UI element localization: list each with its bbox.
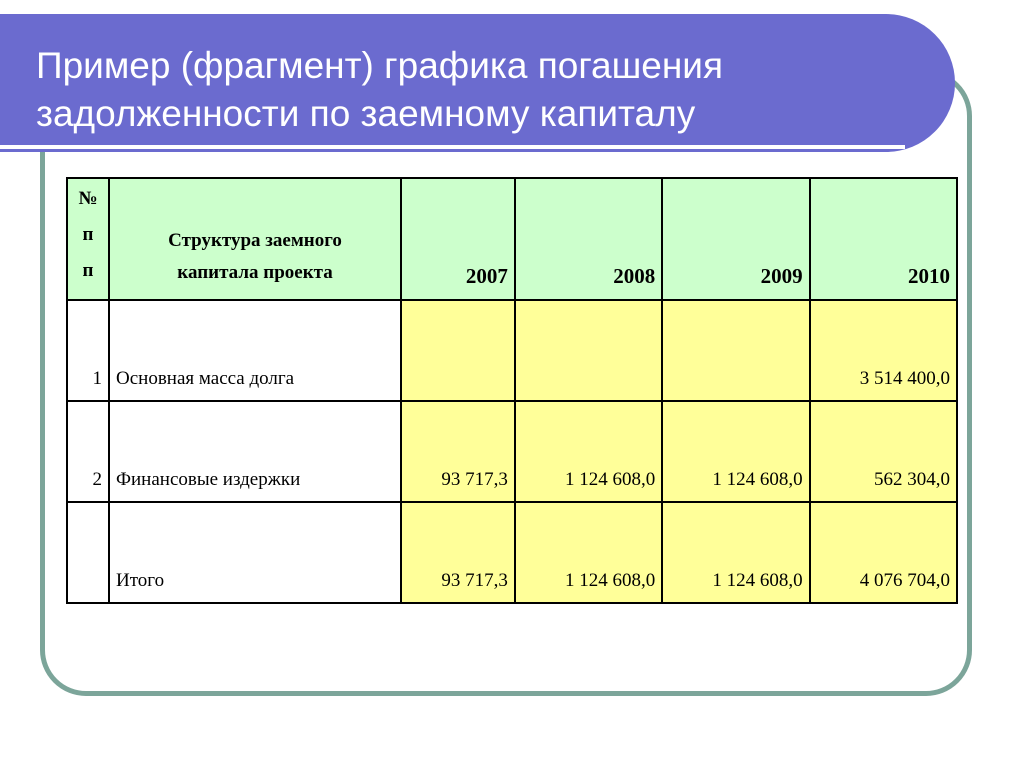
value-cell-2010: 4 076 704,0 xyxy=(808,501,959,604)
header-number-p2: п xyxy=(82,260,94,281)
row-label: Итого xyxy=(108,501,402,604)
title-underline xyxy=(0,145,905,149)
row-label: Основная масса долга xyxy=(108,299,402,402)
value-cell-2009: 1 124 608,0 xyxy=(661,400,811,503)
value-cell-2008 xyxy=(513,299,664,402)
row-label: Финансовые издержки xyxy=(108,400,402,503)
title-banner: Пример (фрагмент) графика погашения задо… xyxy=(0,14,955,152)
value-cell-2007: 93 717,3 xyxy=(400,400,516,503)
header-row: № п п Структура заемного капитала проект… xyxy=(66,177,959,301)
header-row-number: № п п xyxy=(66,177,110,301)
value-cell-2009 xyxy=(661,299,811,402)
header-number-sign: № xyxy=(78,188,98,209)
header-year-2009: 2009 xyxy=(661,177,811,301)
value-cell-2009: 1 124 608,0 xyxy=(661,501,811,604)
value-cell-2007: 93 717,3 xyxy=(400,501,516,604)
debt-repayment-table: № п п Структура заемного капитала проект… xyxy=(66,177,959,604)
row-number xyxy=(66,501,110,604)
slide-title: Пример (фрагмент) графика погашения задо… xyxy=(36,42,936,138)
row-number: 1 xyxy=(66,299,110,402)
header-year-2010: 2010 xyxy=(808,177,959,301)
value-cell-2008: 1 124 608,0 xyxy=(513,400,664,503)
table-row: 1 Основная масса долга 3 514 400,0 xyxy=(66,299,959,402)
table-row: 2 Финансовые издержки 93 717,3 1 124 608… xyxy=(66,400,959,503)
header-number-p1: п xyxy=(82,224,94,245)
value-cell-2010: 3 514 400,0 xyxy=(808,299,959,402)
table-row-total: Итого 93 717,3 1 124 608,0 1 124 608,0 4… xyxy=(66,501,959,604)
header-year-2007: 2007 xyxy=(400,177,516,301)
title-line-1: Пример (фрагмент) графика погашения xyxy=(36,45,724,86)
header-structure: Структура заемного капитала проекта xyxy=(108,177,402,301)
title-line-2: задолженности по заемному капиталу xyxy=(36,93,696,134)
header-structure-line-2: капитала проекта xyxy=(177,262,333,283)
row-number: 2 xyxy=(66,400,110,503)
value-cell-2007 xyxy=(400,299,516,402)
value-cell-2010: 562 304,0 xyxy=(808,400,959,503)
header-structure-line-1: Структура заемного xyxy=(168,230,342,251)
value-cell-2008: 1 124 608,0 xyxy=(513,501,664,604)
header-year-2008: 2008 xyxy=(513,177,664,301)
